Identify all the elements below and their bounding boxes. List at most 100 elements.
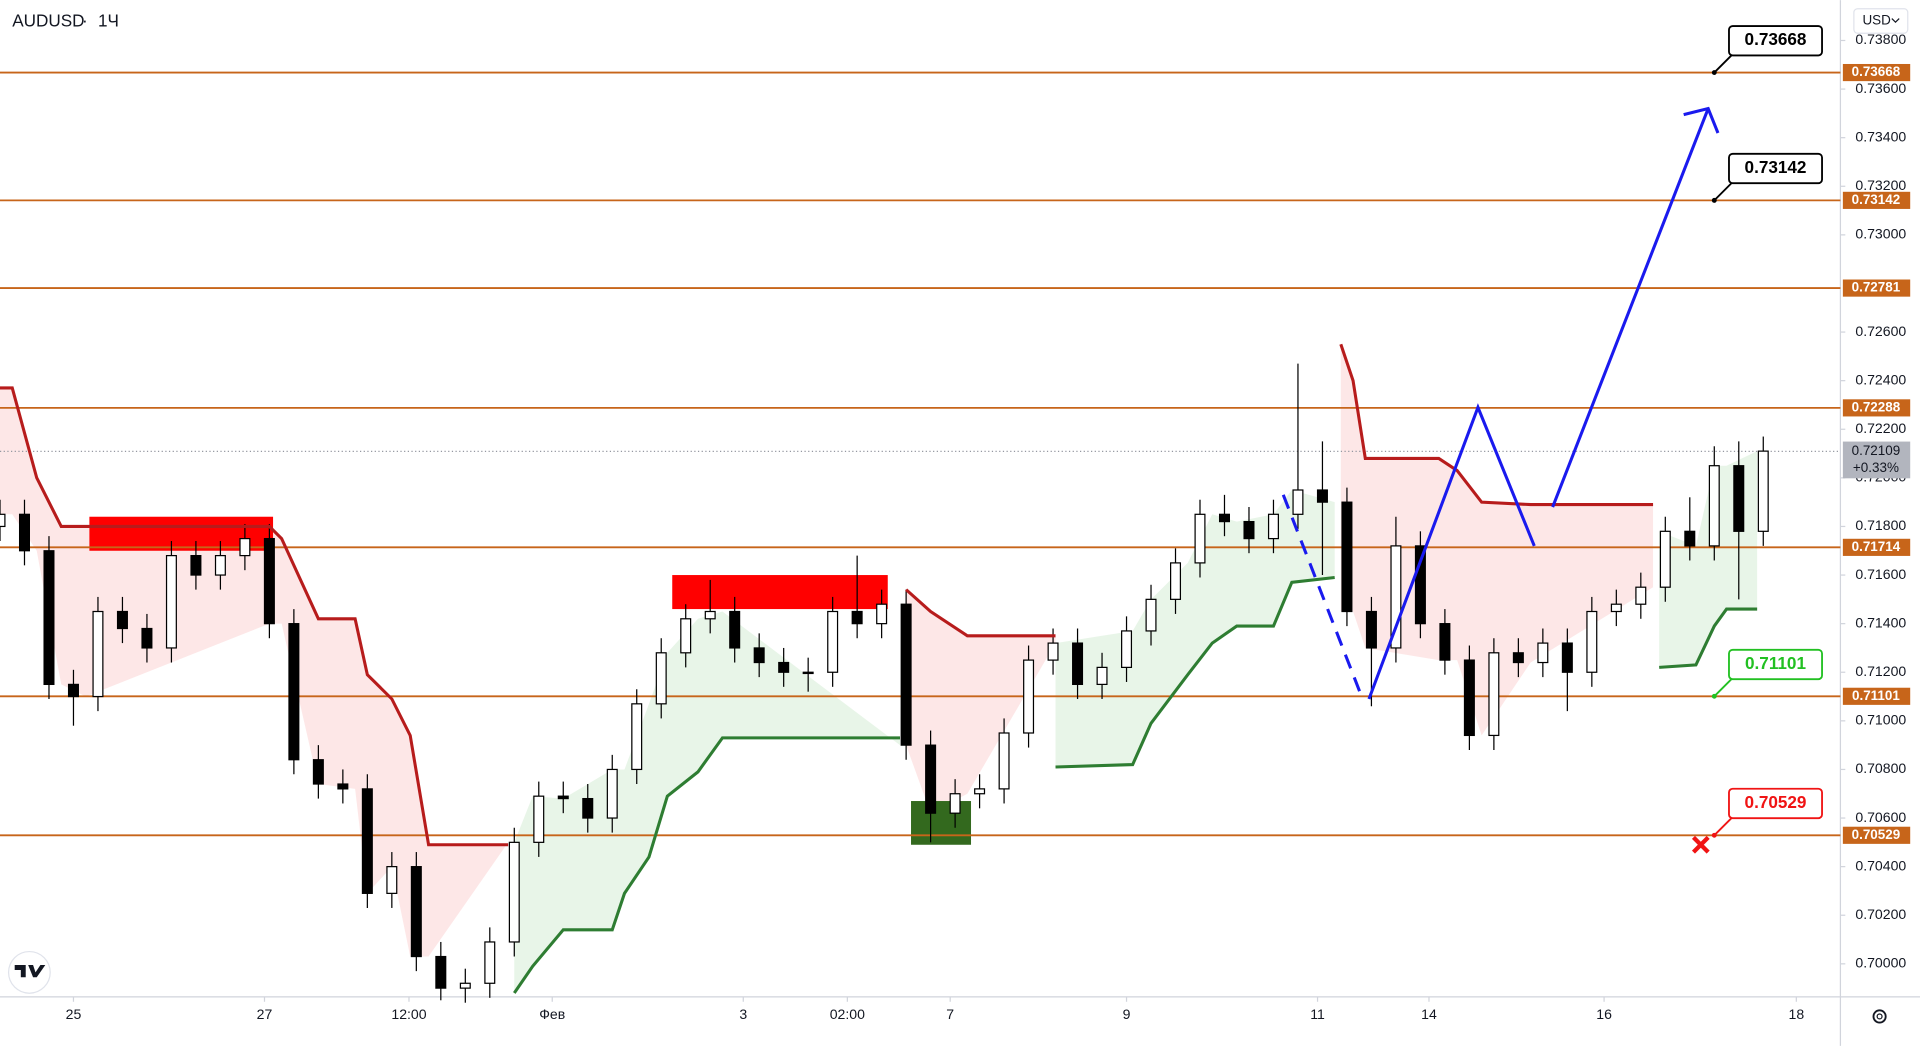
trend-line	[0, 386, 509, 847]
currency-box[interactable]	[1853, 8, 1909, 34]
candle-body	[1610, 603, 1622, 613]
candle-body	[141, 627, 153, 649]
level-price-box	[1842, 826, 1911, 844]
gear[interactable]	[1872, 1009, 1887, 1024]
candle-body	[753, 647, 765, 664]
candle-body	[116, 610, 128, 630]
level-price-label: 0.72781	[1852, 280, 1901, 295]
candle-body	[533, 795, 545, 843]
candle-body	[0, 513, 6, 528]
candle-body	[1121, 630, 1133, 668]
candle-body	[1463, 659, 1475, 737]
callout-box	[1728, 152, 1823, 185]
logo	[7, 950, 51, 994]
candle-body	[361, 788, 373, 894]
x-tick-label: 9	[1123, 1006, 1131, 1022]
level-price-box	[1842, 687, 1911, 705]
candle-body	[1047, 642, 1059, 661]
interval: 1Ч	[98, 11, 119, 31]
logo-circle	[7, 950, 51, 994]
trend-line	[1339, 343, 1654, 507]
candle-body	[263, 537, 275, 625]
candle-body	[557, 795, 569, 800]
currency[interactable]: USD	[1862, 13, 1891, 28]
trend-line	[1659, 607, 1758, 669]
callout-label: 0.71101	[1745, 653, 1806, 673]
candle-body	[1439, 623, 1451, 661]
candle-body	[288, 623, 300, 761]
candle-body	[386, 866, 398, 894]
gear-hub[interactable]	[1876, 1013, 1883, 1020]
candle-body	[190, 555, 202, 576]
candle-body	[1708, 465, 1720, 547]
candle-body	[1586, 610, 1598, 673]
candle-body	[1512, 652, 1524, 664]
callout-pointer	[1713, 677, 1734, 697]
candle-body	[239, 537, 251, 557]
candle-body	[949, 793, 961, 814]
zone	[911, 801, 972, 845]
x-tick-label: 27	[257, 1006, 273, 1022]
x-tick-label: 12:00	[391, 1006, 426, 1022]
candle-body	[925, 744, 937, 814]
candle-body	[1488, 652, 1500, 737]
level-price-label: 0.73668	[1852, 64, 1901, 79]
x-tick-label: 18	[1788, 1006, 1804, 1022]
y-tick-label: 0.72600	[1855, 323, 1906, 339]
candle-body	[1316, 489, 1328, 503]
callout-label: 0.73668	[1745, 29, 1807, 49]
candle-body	[43, 550, 55, 686]
forecast-arrowhead	[1683, 106, 1720, 134]
candle-body	[1292, 489, 1304, 515]
candle-body	[165, 555, 177, 649]
header: AUDUSD · 1Ч	[0, 7, 135, 35]
x-tick-label: 3	[739, 1006, 747, 1022]
y-tick-label: 0.73400	[1855, 128, 1906, 144]
candle-body	[1537, 642, 1549, 664]
callout-label: 0.70529	[1745, 792, 1807, 812]
callout-pointer	[1713, 53, 1734, 74]
trend-fill	[1340, 344, 1654, 736]
trend-line	[1055, 575, 1335, 769]
candle-body	[802, 671, 814, 675]
candle-body	[655, 652, 667, 705]
trend-fill	[1055, 490, 1335, 768]
y-tick-label: 0.71400	[1855, 614, 1906, 630]
callout-pointer	[1713, 816, 1734, 836]
trend-line	[905, 588, 1056, 638]
candle-body	[1096, 666, 1108, 686]
candle-body	[606, 768, 618, 819]
candle-body	[1561, 642, 1573, 673]
candle-body	[1341, 501, 1353, 613]
zone	[672, 575, 888, 610]
y-tick-label: 0.73800	[1855, 31, 1906, 47]
forecast-path	[1367, 403, 1536, 700]
candle-body	[778, 661, 790, 673]
callout-pointer	[1713, 181, 1734, 202]
candle-body	[1267, 513, 1279, 540]
candle-body	[998, 732, 1010, 790]
x-tick-label: 11	[1310, 1006, 1325, 1022]
candle-body	[435, 955, 447, 989]
candle-body	[631, 703, 643, 771]
currency-button[interactable]: USD	[1853, 8, 1909, 34]
candle-body	[92, 610, 104, 698]
candle-body	[729, 610, 741, 649]
candle-body	[1243, 520, 1255, 540]
symbol: AUDUSD	[12, 11, 84, 31]
y-tick-label: 0.70400	[1855, 857, 1906, 873]
x-tick-label: 14	[1421, 1006, 1437, 1022]
candle-body	[582, 797, 594, 819]
candle-body	[851, 610, 863, 625]
candle-body	[18, 513, 31, 552]
callout-anchor	[1711, 197, 1717, 203]
level-price-box	[1842, 538, 1911, 556]
level-price-label: 0.71101	[1852, 688, 1900, 703]
price-change-label: +0.33%	[1853, 460, 1899, 475]
separator: ·	[82, 11, 88, 31]
y-tick-label: 0.73000	[1855, 226, 1906, 242]
settings-button[interactable]	[1872, 1009, 1887, 1024]
level-price-label: 0.72288	[1852, 399, 1901, 414]
dropdown-icon[interactable]	[1891, 18, 1900, 24]
